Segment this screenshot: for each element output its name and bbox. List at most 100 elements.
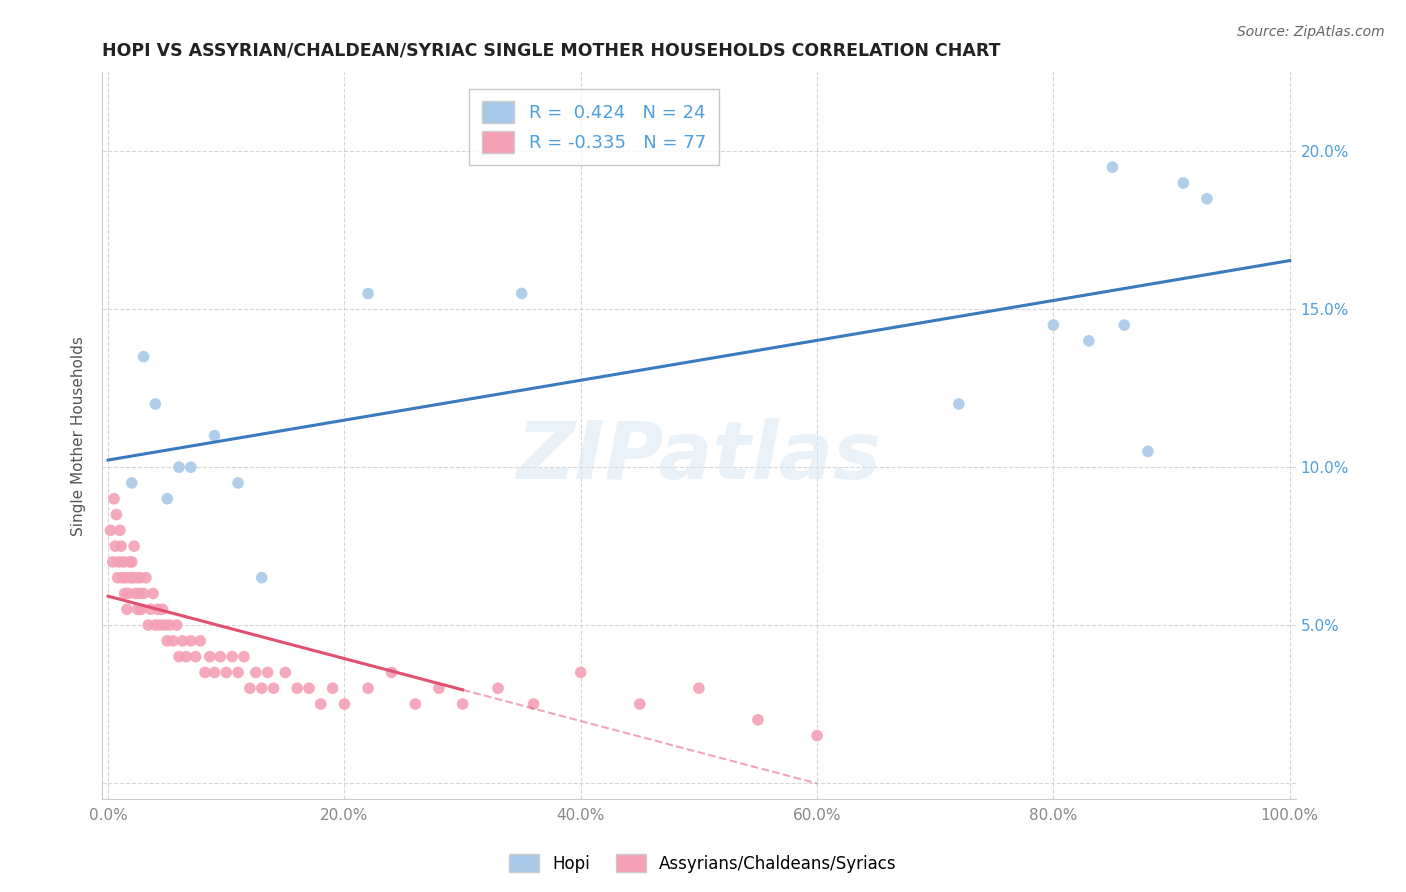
- Point: [107, 571, 129, 585]
- Point: [162, 633, 184, 648]
- Text: Source: ZipAtlas.com: Source: ZipAtlas.com: [1237, 25, 1385, 39]
- Point: [688, 681, 710, 696]
- Point: [128, 586, 150, 600]
- Point: [167, 460, 190, 475]
- Point: [117, 586, 139, 600]
- Point: [105, 508, 128, 522]
- Legend: Hopi, Assyrians/Chaldeans/Syriacs: Hopi, Assyrians/Chaldeans/Syriacs: [503, 847, 903, 880]
- Point: [180, 633, 202, 648]
- Point: [122, 539, 145, 553]
- Point: [256, 665, 278, 680]
- Point: [322, 681, 344, 696]
- Point: [209, 649, 232, 664]
- Point: [1114, 318, 1136, 332]
- Point: [172, 633, 194, 648]
- Point: [1101, 160, 1123, 174]
- Point: [226, 475, 249, 490]
- Point: [127, 602, 149, 616]
- Point: [747, 713, 769, 727]
- Point: [112, 555, 135, 569]
- Point: [309, 697, 332, 711]
- Point: [159, 618, 181, 632]
- Point: [357, 681, 380, 696]
- Point: [115, 571, 138, 585]
- Point: [100, 524, 122, 538]
- Point: [226, 665, 249, 680]
- Point: [357, 286, 380, 301]
- Point: [121, 475, 143, 490]
- Point: [152, 602, 174, 616]
- Point: [145, 618, 167, 632]
- Point: [104, 539, 127, 553]
- Point: [285, 681, 308, 696]
- Point: [146, 602, 169, 616]
- Point: [121, 555, 143, 569]
- Y-axis label: Single Mother Households: Single Mother Households: [72, 335, 86, 535]
- Point: [215, 665, 238, 680]
- Point: [239, 681, 262, 696]
- Point: [120, 571, 142, 585]
- Point: [115, 602, 138, 616]
- Point: [167, 649, 190, 664]
- Point: [298, 681, 321, 696]
- Point: [233, 649, 256, 664]
- Point: [522, 697, 544, 711]
- Point: [510, 286, 533, 301]
- Point: [139, 602, 162, 616]
- Point: [250, 571, 273, 585]
- Point: [948, 397, 970, 411]
- Point: [1077, 334, 1099, 348]
- Point: [156, 491, 179, 506]
- Point: [156, 633, 179, 648]
- Point: [142, 586, 165, 600]
- Point: [132, 350, 155, 364]
- Point: [114, 586, 136, 600]
- Point: [111, 571, 134, 585]
- Point: [125, 571, 148, 585]
- Point: [124, 586, 146, 600]
- Point: [245, 665, 267, 680]
- Point: [1173, 176, 1195, 190]
- Point: [153, 618, 176, 632]
- Point: [806, 729, 828, 743]
- Point: [250, 681, 273, 696]
- Point: [204, 428, 226, 442]
- Point: [221, 649, 243, 664]
- Point: [628, 697, 651, 711]
- Point: [1042, 318, 1064, 332]
- Point: [381, 665, 404, 680]
- Point: [129, 602, 152, 616]
- Point: [135, 571, 157, 585]
- Text: HOPI VS ASSYRIAN/CHALDEAN/SYRIAC SINGLE MOTHER HOUSEHOLDS CORRELATION CHART: HOPI VS ASSYRIAN/CHALDEAN/SYRIAC SINGLE …: [103, 42, 1001, 60]
- Point: [118, 555, 141, 569]
- Text: ZIPatlas: ZIPatlas: [516, 418, 882, 496]
- Point: [129, 571, 152, 585]
- Point: [101, 555, 124, 569]
- Point: [108, 524, 131, 538]
- Point: [103, 491, 125, 506]
- Point: [180, 460, 202, 475]
- Point: [194, 665, 217, 680]
- Point: [333, 697, 356, 711]
- Point: [132, 586, 155, 600]
- Point: [486, 681, 509, 696]
- Point: [166, 618, 188, 632]
- Point: [136, 618, 159, 632]
- Point: [198, 649, 221, 664]
- Point: [174, 649, 197, 664]
- Point: [427, 681, 450, 696]
- Point: [110, 539, 132, 553]
- Point: [274, 665, 297, 680]
- Point: [569, 665, 592, 680]
- Point: [263, 681, 285, 696]
- Point: [149, 618, 172, 632]
- Point: [404, 697, 426, 711]
- Point: [184, 649, 207, 664]
- Point: [107, 555, 129, 569]
- Point: [145, 397, 167, 411]
- Legend: R =  0.424   N = 24, R = -0.335   N = 77: R = 0.424 N = 24, R = -0.335 N = 77: [470, 88, 718, 165]
- Point: [204, 665, 226, 680]
- Point: [122, 571, 145, 585]
- Point: [188, 633, 211, 648]
- Point: [1136, 444, 1159, 458]
